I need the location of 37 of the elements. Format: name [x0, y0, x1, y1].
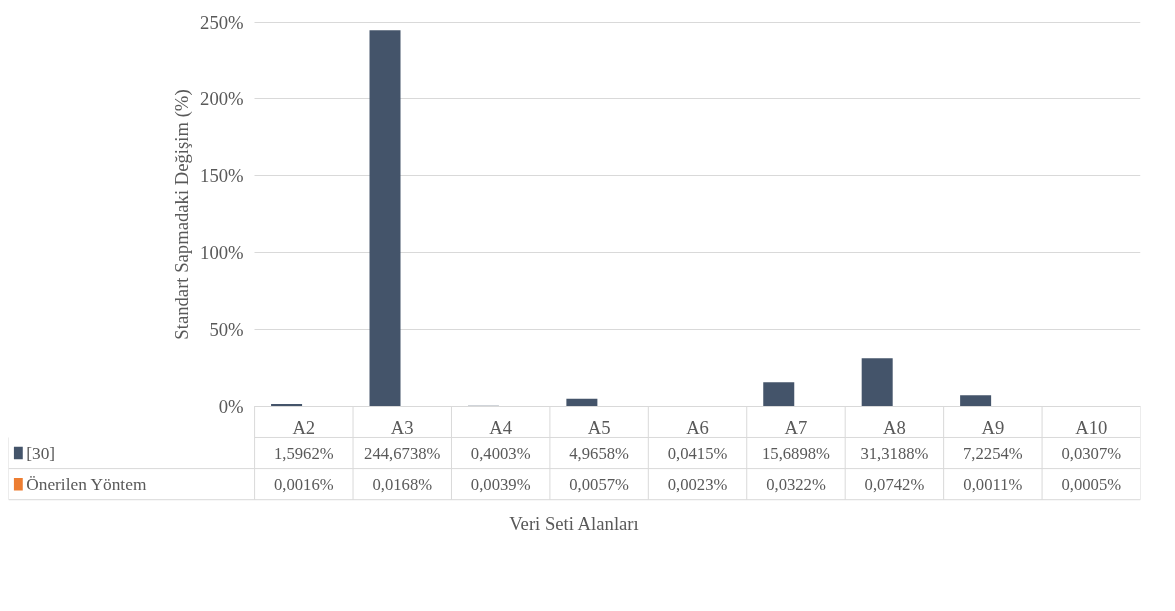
y-tick-label: 50% — [209, 318, 244, 340]
y-tick-label: 150% — [200, 165, 244, 187]
x-tick-label: A4 — [489, 417, 513, 439]
legend-label: Önerilen Yöntem — [26, 474, 147, 494]
data-label: 0,4003% — [470, 443, 531, 463]
legend-label: [30] — [26, 443, 56, 463]
data-label: 31,3188% — [860, 443, 929, 463]
y-axis-title: Standart Sapmadaki Değişim (%) — [170, 89, 193, 340]
x-tick-label: A2 — [292, 417, 316, 439]
x-tick-label: A5 — [587, 417, 611, 439]
x-tick-label: A9 — [981, 417, 1005, 439]
data-label: 0,0307% — [1061, 443, 1122, 463]
data-label: 0,0057% — [569, 474, 630, 494]
y-tick-label: 200% — [200, 88, 244, 110]
y-tick-label: 250% — [200, 11, 244, 33]
data-label: 0,0742% — [864, 474, 925, 494]
data-label: 0,0005% — [1061, 474, 1122, 494]
x-tick-label: A6 — [686, 417, 709, 439]
x-tick-label: A8 — [883, 417, 906, 439]
data-label: 0,0023% — [667, 474, 728, 494]
data-label: 0,0168% — [372, 474, 433, 494]
data-label: 4,9658% — [569, 443, 630, 463]
x-tick-label: A7 — [784, 417, 808, 439]
x-axis-title: Veri Seti Alanları — [509, 512, 639, 534]
x-tick-label: A3 — [390, 417, 414, 439]
data-label: 7,2254% — [963, 443, 1023, 463]
data-label: 0,0322% — [766, 474, 826, 494]
data-label: 15,6898% — [761, 443, 831, 463]
data-label: 244,6738% — [364, 443, 441, 463]
data-label: 0,0011% — [963, 474, 1023, 494]
data-label: 0,0415% — [667, 443, 728, 463]
x-tick-label: A10 — [1075, 417, 1108, 439]
data-label: 0,0016% — [273, 474, 334, 494]
y-tick-label: 0% — [218, 395, 244, 417]
data-label: 0,0039% — [470, 474, 531, 494]
data-label: 1,5962% — [273, 443, 334, 463]
y-tick-label: 100% — [200, 242, 244, 264]
